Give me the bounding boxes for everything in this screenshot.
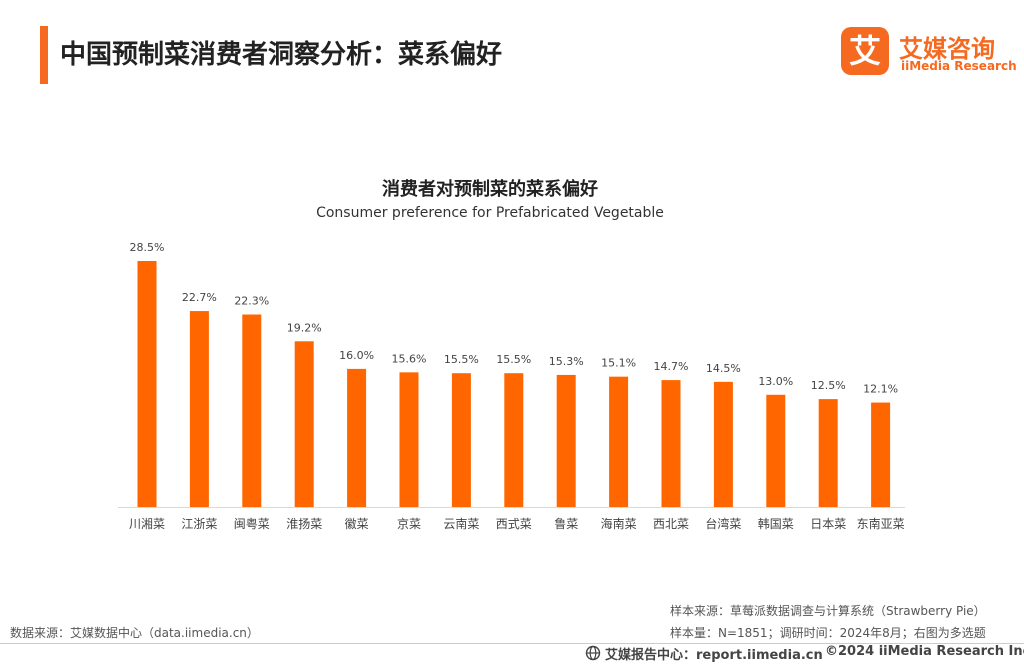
bar-value-label: 19.2% bbox=[287, 321, 322, 334]
x-tick-label: 闽粤菜 bbox=[234, 516, 270, 531]
bar bbox=[556, 374, 576, 507]
page-title: 中国预制菜消费者洞察分析：菜系偏好 bbox=[60, 40, 503, 70]
bar-value-label: 12.1% bbox=[863, 383, 898, 396]
x-tick-label: 京菜 bbox=[397, 517, 421, 531]
x-tick-label: 徽菜 bbox=[345, 516, 369, 531]
copyright-text: ©2024 iiMedia Research Inc bbox=[825, 644, 1024, 659]
bar bbox=[713, 381, 733, 507]
bar-value-label: 14.5% bbox=[706, 362, 741, 375]
bar-value-label: 22.7% bbox=[182, 291, 217, 304]
logo-name-cn: 艾媒咨询 bbox=[899, 35, 995, 63]
bar-value-label: 15.5% bbox=[444, 353, 479, 366]
bar bbox=[818, 399, 838, 507]
x-tick-label: 台湾菜 bbox=[705, 516, 741, 531]
bar-value-label: 16.0% bbox=[339, 349, 374, 362]
sample-info-note: 样本量：N=1851；调研时间：2024年8月；右图为多选题 bbox=[670, 626, 986, 640]
data-source-note: 数据来源：艾媒数据中心（data.iimedia.cn） bbox=[10, 626, 259, 640]
bar-value-label: 15.3% bbox=[549, 355, 584, 368]
bar bbox=[399, 372, 419, 507]
bar-value-label: 22.3% bbox=[234, 295, 269, 308]
x-tick-label: 鲁菜 bbox=[554, 517, 578, 531]
bar-value-label: 15.5% bbox=[496, 353, 531, 366]
globe-icon bbox=[585, 645, 601, 661]
bar bbox=[766, 394, 786, 507]
bar bbox=[871, 402, 891, 507]
x-tick-label: 东南亚菜 bbox=[857, 516, 905, 531]
brand-logo: 艾 艾媒咨询 iiMedia Research bbox=[841, 27, 1017, 77]
x-tick-label: 海南菜 bbox=[601, 516, 637, 531]
x-tick-label: 川湘菜 bbox=[129, 516, 165, 531]
sample-source-note: 样本来源：草莓派数据调查与计算系统（Strawberry Pie） bbox=[670, 604, 986, 618]
bar bbox=[137, 261, 157, 507]
bar bbox=[661, 380, 681, 507]
bar bbox=[451, 373, 471, 507]
chart-subtitle: Consumer preference for Prefabricated Ve… bbox=[316, 205, 664, 221]
bar bbox=[609, 376, 629, 507]
x-tick-label: 江浙菜 bbox=[181, 517, 217, 531]
footer-divider bbox=[0, 643, 1024, 644]
bar-value-label: 15.6% bbox=[392, 352, 427, 365]
logo-name-en: iiMedia Research bbox=[901, 59, 1017, 73]
bar bbox=[242, 314, 262, 507]
x-tick-label: 日本菜 bbox=[810, 517, 846, 531]
bar bbox=[504, 373, 524, 507]
title-accent-bar bbox=[40, 26, 48, 84]
chart-title: 消费者对预制菜的菜系偏好 bbox=[382, 179, 598, 200]
bar-value-label: 14.7% bbox=[654, 360, 689, 373]
bar bbox=[189, 311, 209, 507]
x-tick-label: 西北菜 bbox=[653, 517, 689, 531]
bar-value-label: 15.1% bbox=[601, 357, 636, 370]
bar-value-label: 13.0% bbox=[758, 375, 793, 388]
bar-value-label: 28.5% bbox=[130, 241, 165, 254]
report-center-link[interactable]: 艾媒报告中心：report.iimedia.cn bbox=[605, 648, 823, 663]
logo-icon: 艾 bbox=[841, 27, 889, 75]
x-tick-label: 西式菜 bbox=[496, 517, 532, 531]
x-tick-label: 韩国菜 bbox=[758, 516, 794, 531]
bar bbox=[347, 368, 367, 507]
x-tick-label: 淮扬菜 bbox=[286, 516, 322, 531]
bar-value-label: 12.5% bbox=[811, 379, 846, 392]
x-tick-label: 云南菜 bbox=[443, 516, 479, 531]
bar bbox=[294, 341, 314, 507]
